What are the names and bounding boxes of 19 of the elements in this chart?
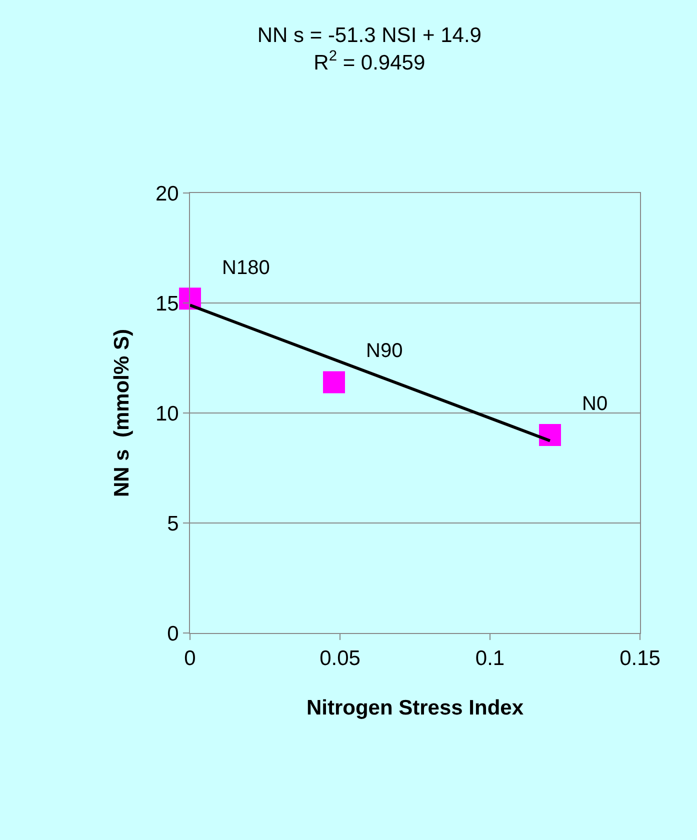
y-tick-label: 20 [155, 182, 179, 206]
annotation: N90 [366, 340, 403, 362]
point [323, 371, 345, 394]
y-tick-label: 15 [155, 292, 179, 316]
x-tick-label: 0 [184, 647, 196, 670]
chart-title: NN s = -51.3 NSI + 14.9 [257, 24, 482, 47]
annotation: N180 [222, 257, 270, 279]
x-axis-title: Nitrogen Stress Index [306, 696, 524, 720]
x-tick-label: 0.15 [620, 647, 660, 670]
y-tick-label: 10 [155, 402, 179, 426]
point [179, 288, 201, 310]
y-tick-label: 5 [167, 512, 179, 536]
y-tick-label: 0 [167, 622, 179, 646]
point [539, 424, 561, 446]
x-tick-label: 0.1 [475, 647, 505, 670]
chart-subtitle: R$^{2}$ = 0.9459 [314, 48, 426, 74]
annotation: N0 [582, 393, 608, 415]
y-axis-title: NN s (mmol% S) [110, 328, 134, 498]
x-tick-label: 0.05 [320, 647, 360, 670]
